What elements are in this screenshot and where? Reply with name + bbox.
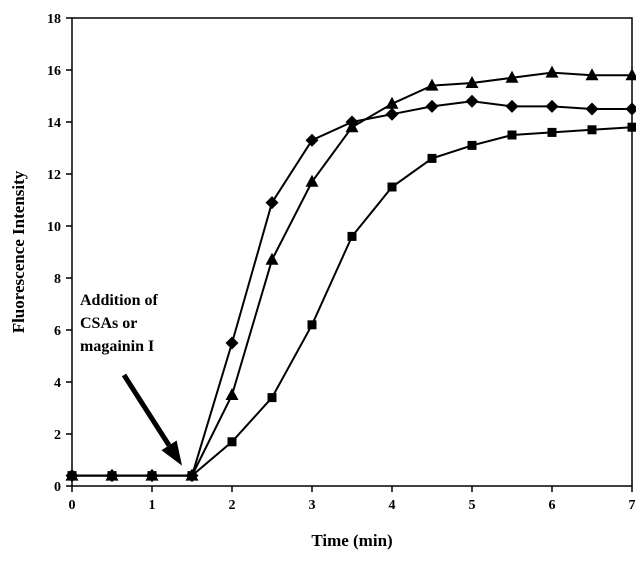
annotation-layer: Addition of CSAs or magainin I — [80, 292, 182, 466]
y-tick-label: 4 — [54, 376, 61, 391]
series-diamond — [65, 94, 636, 483]
annotation-line: Addition of — [80, 292, 158, 309]
data-point-diamond — [265, 196, 279, 210]
data-point-square — [227, 437, 237, 447]
data-point-triangle — [585, 68, 599, 81]
x-tick-label: 5 — [469, 498, 476, 513]
data-point-square — [187, 471, 197, 481]
data-point-triangle — [385, 96, 399, 109]
data-point-square — [587, 125, 597, 135]
x-tick-label: 6 — [549, 498, 556, 513]
y-tick-label: 2 — [54, 428, 61, 443]
data-point-diamond — [505, 99, 519, 113]
data-point-square — [307, 320, 317, 330]
data-point-square — [347, 231, 357, 241]
data-point-triangle — [265, 252, 279, 265]
data-point-square — [467, 140, 477, 150]
series-line — [72, 100, 632, 477]
y-tick-label: 18 — [47, 12, 61, 27]
data-point-square — [547, 127, 557, 137]
y-tick-label: 0 — [54, 480, 61, 495]
data-point-triangle — [345, 120, 359, 133]
series-layer — [65, 65, 636, 483]
y-axis-title: Fluorescence Intensity — [9, 170, 28, 333]
data-point-square — [107, 471, 117, 481]
data-point-square — [387, 182, 397, 192]
data-point-triangle — [545, 65, 559, 78]
data-point-diamond — [585, 102, 599, 116]
data-point-square — [267, 393, 277, 403]
data-point-square — [147, 471, 157, 481]
plot-frame — [71, 17, 633, 487]
data-point-triangle — [465, 76, 479, 88]
y-tick-label: 14 — [47, 116, 61, 131]
data-point-diamond — [545, 99, 559, 113]
x-tick-label: 1 — [149, 498, 156, 513]
annotation-line: CSAs or — [80, 315, 137, 332]
data-point-triangle — [305, 174, 319, 187]
annotation-line: magainin I — [80, 338, 154, 355]
x-tick-label: 0 — [69, 498, 76, 513]
x-tick-label: 2 — [229, 498, 236, 513]
data-point-triangle — [505, 70, 519, 83]
data-point-triangle — [425, 78, 439, 91]
y-tick-label: 12 — [47, 168, 61, 183]
data-point-square — [507, 130, 517, 140]
data-point-diamond — [625, 102, 636, 116]
y-tick-label: 16 — [47, 64, 61, 79]
data-point-diamond — [425, 99, 439, 113]
x-tick-label: 7 — [629, 498, 636, 513]
y-tick-label: 8 — [54, 272, 61, 287]
data-point-square — [427, 153, 437, 163]
annotation-text: Addition of CSAs or magainin I — [80, 292, 158, 355]
x-tick-label: 3 — [309, 498, 316, 513]
data-point-diamond — [385, 107, 399, 121]
x-tick-label: 4 — [389, 498, 396, 513]
data-point-diamond — [465, 94, 479, 108]
data-point-triangle — [225, 388, 239, 400]
data-point-diamond — [225, 336, 239, 350]
data-point-triangle — [625, 68, 636, 81]
annotation-arrow-head — [161, 440, 182, 466]
x-axis-title: Time (min) — [311, 531, 392, 550]
annotation-arrow-shaft — [121, 373, 172, 447]
y-tick-label: 6 — [54, 324, 61, 339]
data-point-diamond — [305, 133, 319, 147]
y-tick-label: 10 — [47, 220, 61, 235]
